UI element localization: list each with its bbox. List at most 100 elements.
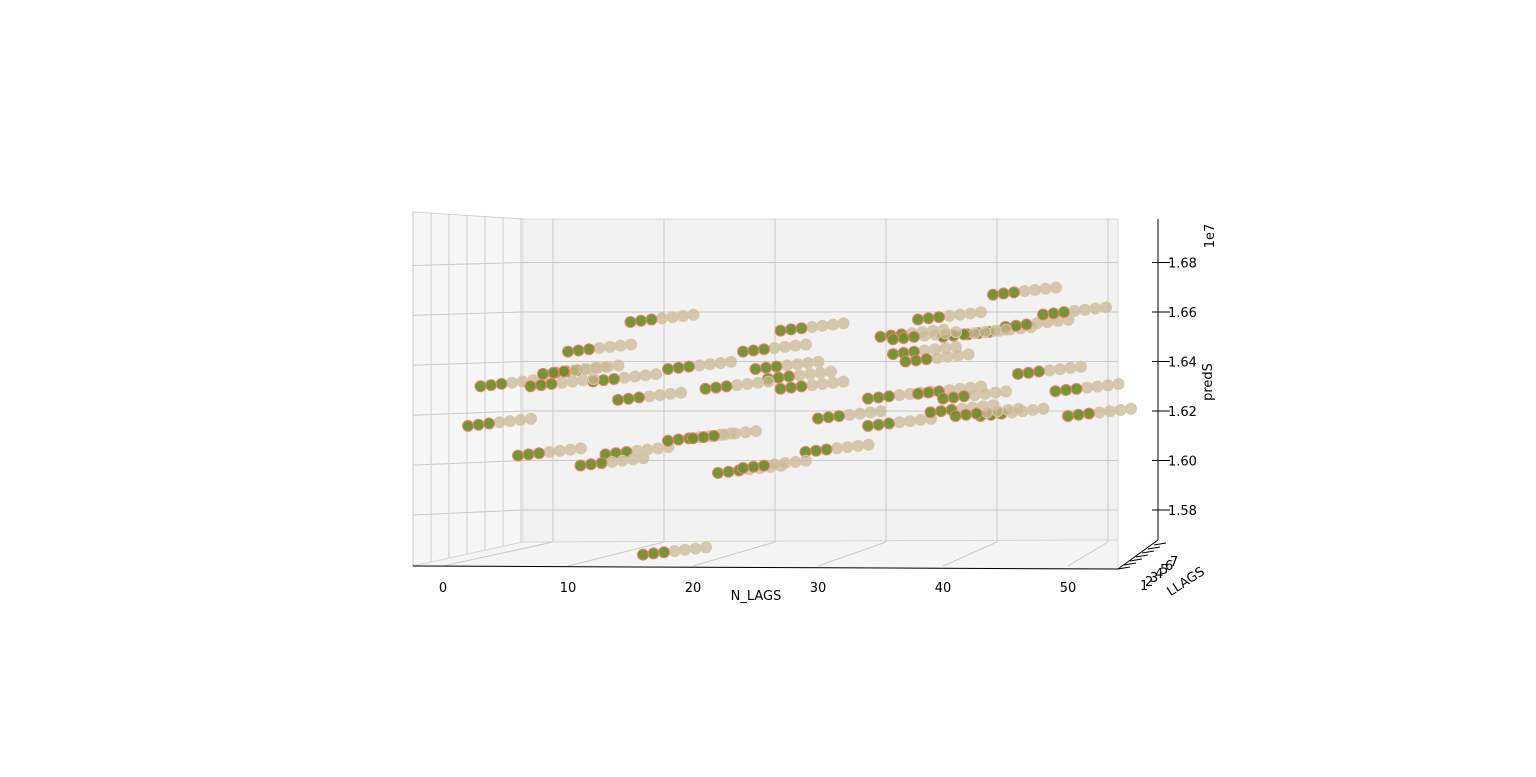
data-point <box>862 438 875 451</box>
data-point <box>645 313 658 326</box>
x-tick-label: 40 <box>935 581 952 596</box>
data-point <box>975 306 987 319</box>
data-point <box>968 389 981 402</box>
data-point <box>1049 385 1062 398</box>
data-point <box>991 405 1004 418</box>
data-point <box>783 370 795 383</box>
data-point <box>668 545 681 557</box>
data-point <box>837 375 850 388</box>
data-point <box>1091 380 1104 393</box>
data-point <box>779 340 791 353</box>
x-tick-label: 20 <box>685 581 702 596</box>
data-point <box>654 389 666 402</box>
z-axis-label: predS <box>1201 363 1216 401</box>
data-point <box>485 379 497 392</box>
data-point <box>614 339 627 352</box>
data-point <box>760 361 772 374</box>
data-point <box>816 319 829 332</box>
y-tick-label: 4 <box>1155 567 1163 582</box>
data-point <box>683 360 695 373</box>
y-tick-mark <box>1117 566 1131 570</box>
data-point <box>943 309 956 322</box>
data-point <box>672 433 685 446</box>
data-point <box>768 458 781 471</box>
data-point <box>758 459 770 472</box>
data-point <box>739 426 752 439</box>
data-point <box>800 338 812 351</box>
data-point <box>806 379 818 392</box>
data-point <box>887 348 899 361</box>
data-point <box>812 355 825 368</box>
data-point <box>768 342 781 355</box>
data-point <box>629 370 641 383</box>
data-point <box>1000 385 1012 398</box>
data-point <box>514 413 527 426</box>
data-point <box>566 375 579 388</box>
data-point <box>981 406 993 419</box>
data-point <box>495 377 508 390</box>
data-point <box>785 323 797 336</box>
data-point <box>583 343 595 356</box>
data-point <box>747 344 760 357</box>
data-point <box>812 412 824 425</box>
z-tick-label: 1.62 <box>1168 405 1197 420</box>
data-point <box>843 408 856 421</box>
axis-lines: 0 10 20 30 40 50 1.58 1.60 1.62 1.64 1.66 1.68 12345… <box>412 219 1197 596</box>
data-point <box>1047 307 1060 320</box>
z-offset-text: 1e7 <box>1203 224 1218 249</box>
data-point <box>637 452 650 465</box>
data-point <box>1022 366 1035 379</box>
data-points <box>462 281 1137 561</box>
data-point <box>652 442 664 455</box>
data-point <box>700 541 712 554</box>
data-point <box>875 405 887 418</box>
data-point <box>774 324 787 337</box>
data-point <box>704 358 716 371</box>
data-point <box>637 548 649 561</box>
data-point <box>989 324 1002 337</box>
data-point <box>1039 282 1052 295</box>
data-point <box>929 328 941 341</box>
data-point <box>979 387 991 400</box>
data-point <box>522 448 535 461</box>
floor-grid-line <box>817 541 887 567</box>
data-point <box>1114 404 1127 416</box>
data-point <box>585 458 597 471</box>
data-point <box>950 326 962 339</box>
data-point <box>749 362 762 375</box>
data-point <box>597 374 610 387</box>
data-point <box>874 330 887 343</box>
data-point <box>1033 365 1045 378</box>
data-point <box>506 376 518 389</box>
data-point <box>910 354 922 367</box>
data-point <box>658 546 670 559</box>
data-point <box>750 425 762 438</box>
data-point <box>1064 361 1077 374</box>
data-point <box>920 353 933 366</box>
x-tick-label: 50 <box>1060 581 1077 596</box>
data-point <box>1125 402 1137 415</box>
z-tick-label: 1.66 <box>1168 306 1197 321</box>
data-point <box>935 405 947 418</box>
data-point <box>699 382 712 395</box>
x-axis-line <box>412 565 1119 570</box>
data-point <box>483 417 495 430</box>
y-tick-label: 6 <box>1165 559 1173 574</box>
y-tick-label: 7 <box>1170 555 1178 570</box>
data-point <box>543 446 556 458</box>
data-point <box>922 312 935 325</box>
data-point <box>525 412 537 425</box>
data-point <box>1100 301 1112 314</box>
data-point <box>1093 406 1106 419</box>
data-point <box>1050 281 1062 294</box>
x-axis-label: N_LAGS <box>731 589 782 604</box>
data-point <box>622 392 635 405</box>
data-point <box>899 355 912 368</box>
data-point <box>831 442 843 455</box>
data-point <box>822 411 835 424</box>
data-point <box>547 366 560 379</box>
data-point <box>1072 408 1085 421</box>
data-point <box>618 371 631 384</box>
data-point <box>970 407 983 420</box>
data-point <box>752 376 764 389</box>
